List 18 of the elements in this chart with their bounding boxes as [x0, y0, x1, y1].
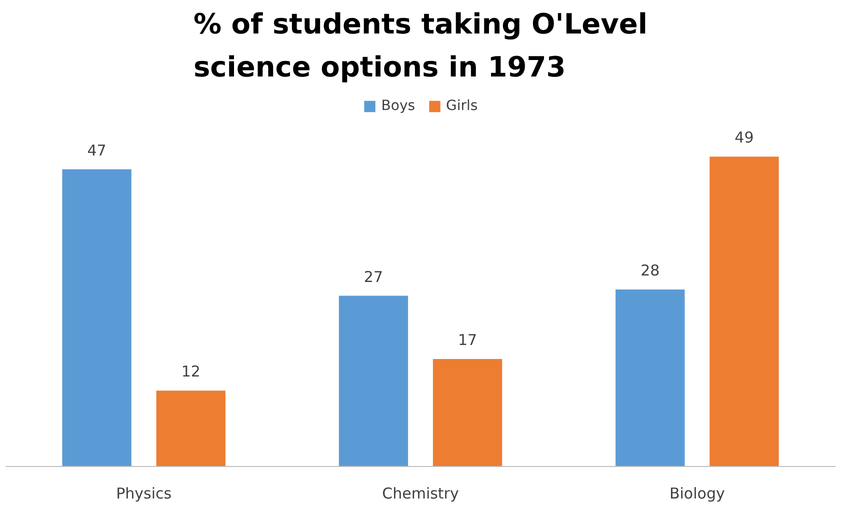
data-label: 28 [640, 261, 660, 280]
bar [710, 156, 779, 466]
x-tick-label: Biology [669, 484, 725, 502]
data-label: 17 [458, 331, 478, 350]
bar [616, 289, 685, 466]
legend-label: Girls [446, 98, 478, 114]
x-tick-label: Physics [116, 484, 172, 502]
bar [432, 359, 502, 466]
bar [62, 169, 132, 466]
bar [156, 390, 226, 466]
data-label: 12 [181, 362, 200, 381]
data-label: 27 [364, 268, 384, 286]
data-label: 47 [87, 141, 106, 160]
chart-title: % of students taking O'Level science options in 1973 [194, 8, 648, 84]
bar [338, 296, 408, 466]
legend-label: Boys [381, 98, 416, 114]
x-tick-label: Chemistry [382, 484, 459, 502]
data-label: 49 [734, 128, 754, 147]
